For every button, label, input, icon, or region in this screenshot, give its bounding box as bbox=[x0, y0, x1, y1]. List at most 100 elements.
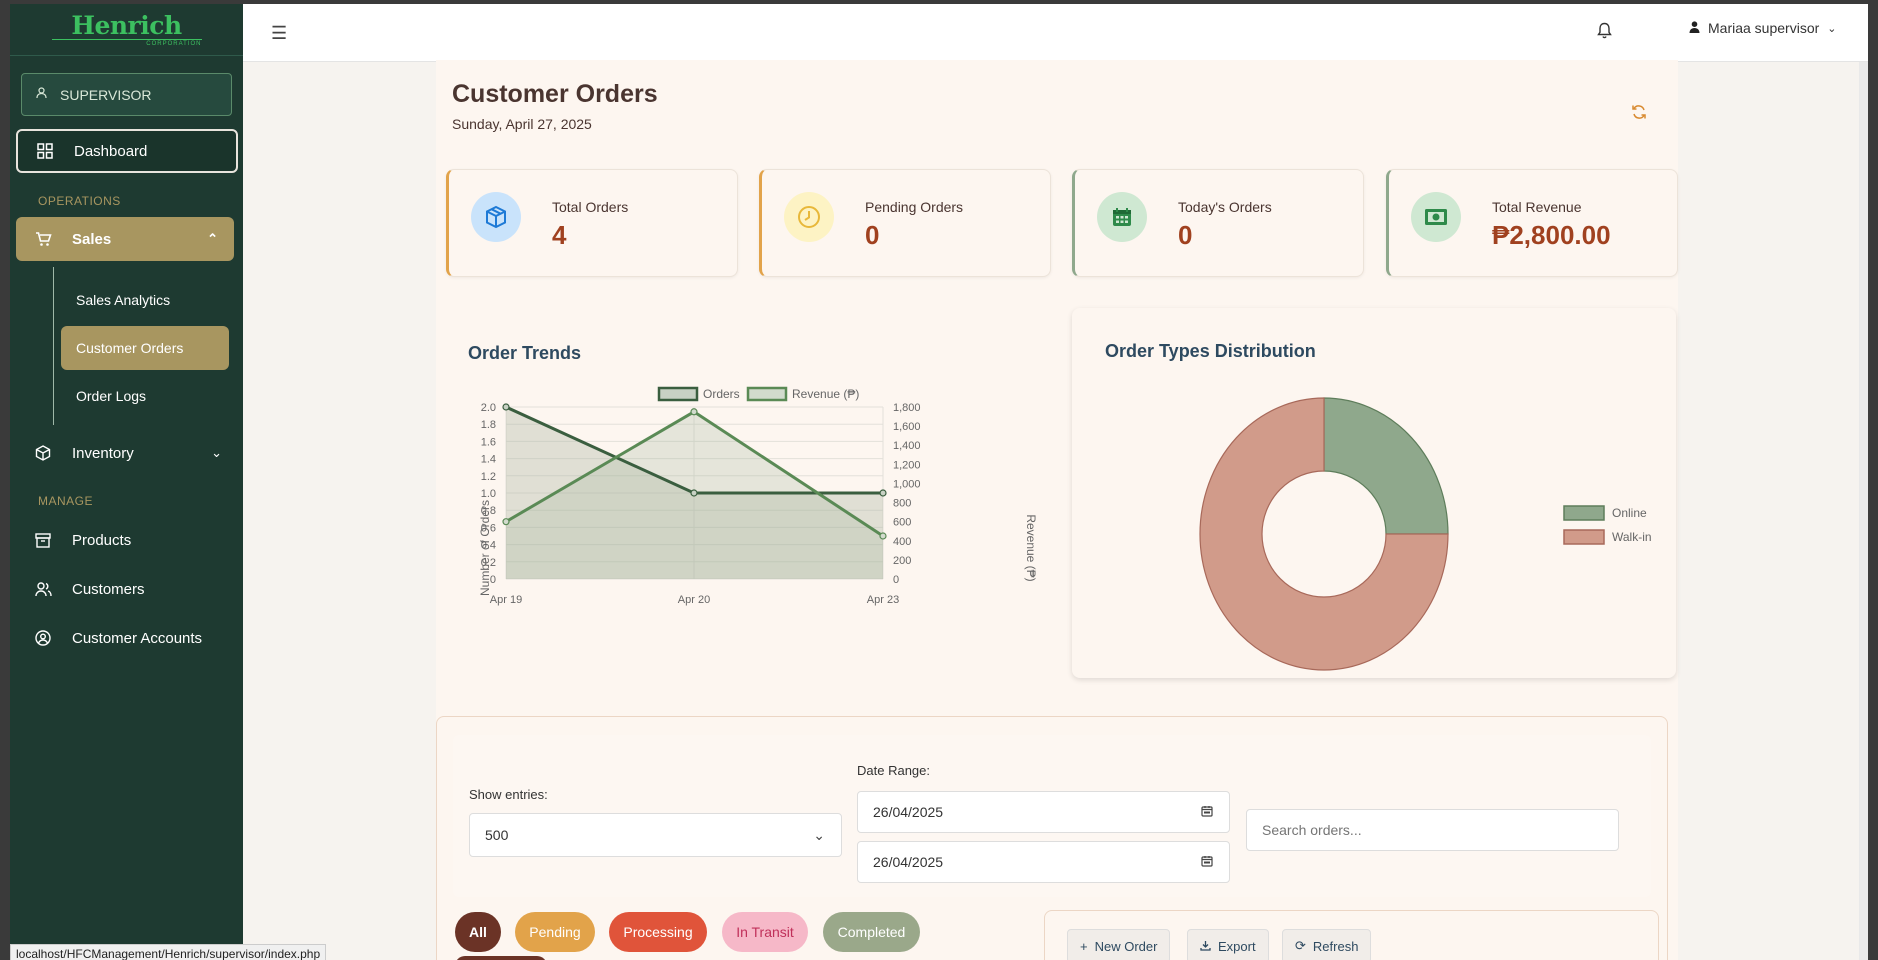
user-icon bbox=[36, 87, 50, 102]
action-buttons: + New Order Export ⟳ Refresh bbox=[1044, 910, 1659, 960]
sidebar-item-label: Customers bbox=[72, 580, 145, 598]
y-axis-label-right: Revenue (₱) bbox=[1024, 514, 1038, 581]
data-point-revenue bbox=[879, 532, 887, 540]
sidebar-item-products[interactable]: Products bbox=[16, 518, 238, 562]
y-tick-right: 800 bbox=[893, 498, 911, 510]
box-icon bbox=[471, 192, 521, 242]
legend-label: Online bbox=[1612, 506, 1647, 520]
sidebar-item-label: Sales bbox=[72, 230, 112, 248]
order-types-chart: Online Walk-in bbox=[1199, 397, 1652, 671]
y-tick-left: 1.0 bbox=[481, 488, 496, 500]
y-tick-left: 1.6 bbox=[481, 436, 496, 448]
filter-pill-completed[interactable]: Completed bbox=[823, 912, 920, 952]
y-tick-left: 1.8 bbox=[481, 419, 496, 431]
legend-orders: Orders bbox=[703, 387, 740, 401]
sidebar-item-inventory[interactable]: Inventory ⌄ bbox=[16, 431, 238, 475]
bell-icon[interactable] bbox=[1597, 22, 1612, 44]
date-range-label: Date Range: bbox=[857, 763, 930, 778]
sidebar-item-label: Inventory bbox=[72, 444, 134, 462]
y-tick-left: 1.2 bbox=[481, 471, 496, 483]
y-tick-left: 0 bbox=[490, 574, 496, 586]
menu-toggle-icon[interactable]: ☰ bbox=[271, 23, 288, 43]
x-tick: Apr 23 bbox=[867, 594, 899, 606]
stat-value: ₱2,800.00 bbox=[1492, 220, 1611, 250]
chevron-down-icon: ⌄ bbox=[211, 445, 222, 460]
chart-title: Order Trends bbox=[468, 343, 582, 363]
refresh-icon: ⟳ bbox=[1295, 938, 1306, 953]
data-point-orders bbox=[502, 403, 510, 411]
entries-select[interactable]: 500 ⌄ bbox=[469, 813, 842, 857]
sidebar-item-dashboard[interactable]: Dashboard bbox=[16, 129, 238, 173]
x-tick: Apr 20 bbox=[678, 594, 710, 606]
y-tick-left: 0.2 bbox=[481, 557, 496, 569]
user-name: Mariaa supervisor bbox=[1708, 20, 1820, 36]
pie-slice-walk-in bbox=[1199, 397, 1449, 671]
sidebar-item-label: Dashboard bbox=[74, 142, 148, 160]
scrollbar[interactable] bbox=[1859, 62, 1868, 960]
calendar-icon[interactable] bbox=[1201, 854, 1213, 870]
stat-value: 4 bbox=[552, 220, 567, 250]
show-entries-label: Show entries: bbox=[469, 787, 548, 802]
data-point-revenue bbox=[502, 518, 510, 526]
sidebar-item-customers[interactable]: Customers bbox=[16, 567, 238, 611]
users-icon bbox=[34, 580, 52, 598]
user-menu[interactable]: Mariaa supervisor ⌄ bbox=[1689, 20, 1836, 36]
y-tick-left: 0.4 bbox=[481, 540, 496, 552]
x-tick: Apr 19 bbox=[490, 594, 522, 606]
brand-logo[interactable]: Henrich CORPORATION bbox=[10, 4, 243, 56]
cube-icon bbox=[34, 444, 52, 462]
refresh-button[interactable]: ⟳ Refresh bbox=[1282, 929, 1372, 960]
y-tick-right: 1,000 bbox=[893, 478, 921, 490]
y-tick-right: 200 bbox=[893, 555, 911, 567]
filter-pill-extra[interactable] bbox=[455, 956, 547, 960]
section-label-manage: MANAGE bbox=[38, 494, 94, 508]
order-types-panel: Order Types Distribution Online Walk-in bbox=[1072, 308, 1676, 678]
y-tick-right: 1,800 bbox=[893, 402, 921, 414]
sidebar-item-sales[interactable]: Sales ⌃ bbox=[16, 217, 234, 261]
brand-sub: CORPORATION bbox=[51, 38, 202, 47]
new-order-button[interactable]: + New Order bbox=[1067, 929, 1171, 960]
refresh-icon[interactable] bbox=[1631, 104, 1647, 125]
date-to-input[interactable]: 26/04/2025 bbox=[857, 841, 1230, 883]
button-label: Export bbox=[1218, 938, 1256, 954]
sidebar-item-sales-analytics[interactable]: Sales Analytics bbox=[76, 292, 171, 308]
stat-card-total-orders: Total Orders 4 bbox=[446, 169, 738, 277]
filter-pill-in-transit[interactable]: In Transit bbox=[722, 912, 808, 952]
date-from-input[interactable]: 26/04/2025 bbox=[857, 791, 1230, 833]
page-title: Customer Orders bbox=[452, 80, 658, 108]
chevron-up-icon: ⌃ bbox=[207, 231, 218, 246]
y-tick-right: 1,200 bbox=[893, 459, 921, 471]
y-tick-left: 2.0 bbox=[481, 402, 496, 414]
calendar-icon bbox=[1097, 192, 1147, 242]
entries-value: 500 bbox=[485, 827, 509, 843]
export-button[interactable]: Export bbox=[1187, 929, 1269, 960]
data-point-orders bbox=[879, 489, 887, 497]
filter-pill-all[interactable]: All bbox=[455, 912, 501, 952]
role-label: SUPERVISOR bbox=[60, 86, 152, 103]
order-trends-chart: Orders Revenue (₱) 2.0 1.8 1.6 1.4 1.2 1.0 0.8… bbox=[478, 386, 1038, 606]
filter-panel: Show entries: 500 ⌄ Date Range: 26/04/20… bbox=[453, 735, 1651, 897]
section-label-operations: OPERATIONS bbox=[38, 194, 121, 208]
legend-label: Walk-in bbox=[1612, 530, 1652, 544]
sidebar-item-customer-accounts[interactable]: Customer Accounts bbox=[16, 616, 238, 660]
sidebar: Henrich CORPORATION SUPERVISOR Dashboard… bbox=[10, 4, 243, 960]
y-tick-right: 0 bbox=[893, 574, 899, 586]
filter-pill-processing[interactable]: Processing bbox=[609, 912, 707, 952]
stat-label: Total Orders bbox=[552, 199, 629, 215]
cart-icon bbox=[34, 230, 52, 248]
sidebar-item-customer-orders[interactable]: Customer Orders bbox=[61, 326, 229, 370]
browser-status-url: localhost/HFCManagement/Henrich/supervis… bbox=[10, 944, 327, 960]
chevron-down-icon: ⌄ bbox=[1827, 22, 1837, 35]
data-point-orders bbox=[690, 489, 698, 497]
search-orders-input[interactable] bbox=[1246, 809, 1619, 851]
y-tick-right: 1,400 bbox=[893, 440, 921, 452]
y-tick-left: 0.6 bbox=[481, 522, 496, 534]
sidebar-item-order-logs[interactable]: Order Logs bbox=[76, 388, 147, 404]
legend-swatch bbox=[1563, 505, 1605, 521]
filter-pill-pending[interactable]: Pending bbox=[515, 912, 595, 952]
y-tick-left: 1.4 bbox=[481, 454, 496, 466]
stat-label: Pending Orders bbox=[865, 199, 964, 215]
calendar-icon[interactable] bbox=[1201, 804, 1213, 820]
button-label: Refresh bbox=[1312, 938, 1359, 954]
y-axis-label-left: Number of Orders bbox=[478, 500, 492, 596]
